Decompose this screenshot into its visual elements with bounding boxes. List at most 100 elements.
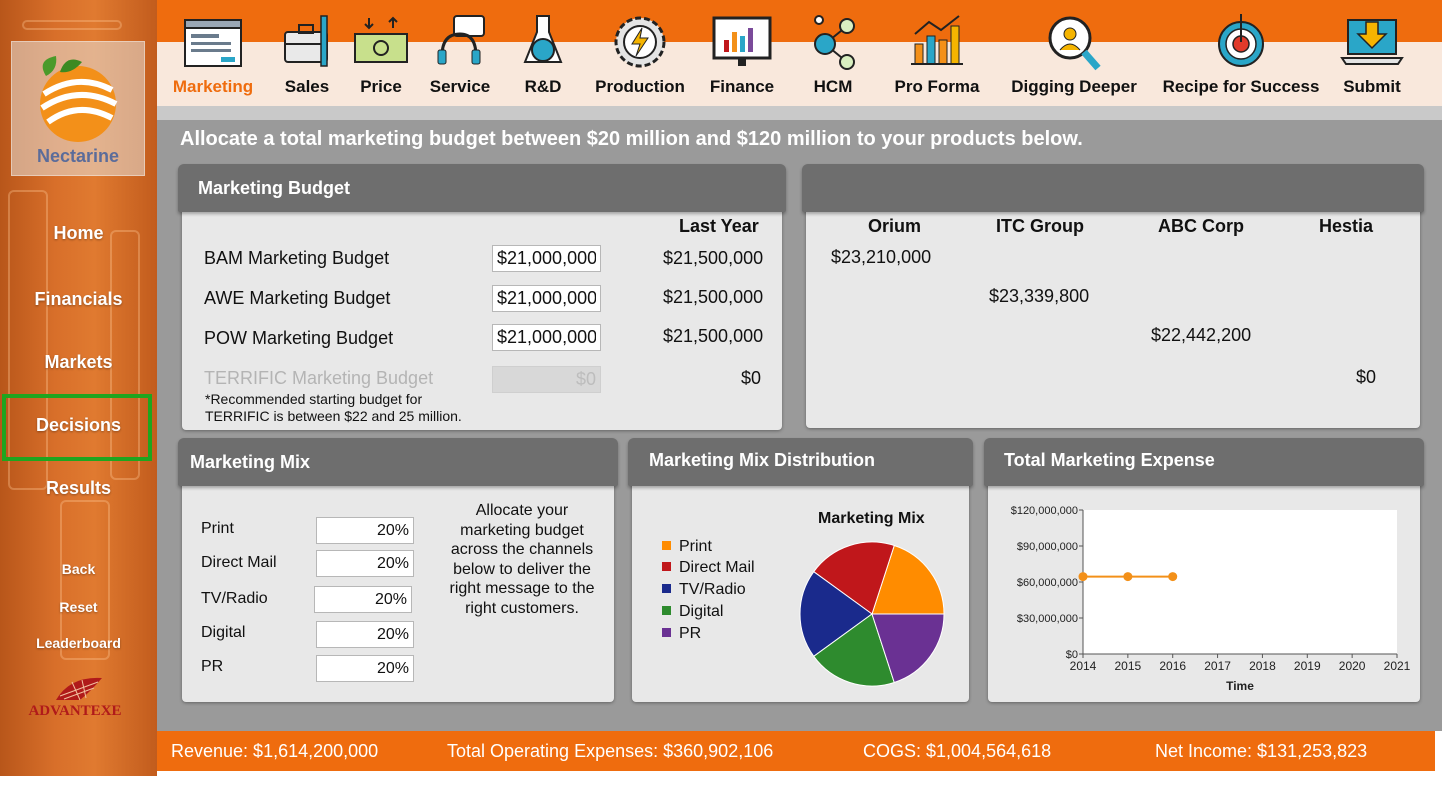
tab-label: Digging Deeper <box>1011 77 1137 96</box>
tab-sales[interactable]: Sales <box>272 0 342 106</box>
magnifier-person-icon <box>1048 16 1101 71</box>
tab-price[interactable]: Price <box>350 0 412 106</box>
mix-input-tv-radio[interactable] <box>314 586 412 613</box>
leaderboard-button[interactable]: Leaderboard <box>36 635 121 651</box>
bam-budget-input[interactable] <box>492 245 601 272</box>
tab-rnd[interactable]: R&D <box>512 0 574 106</box>
legend-swatch <box>662 584 671 593</box>
mix-input-pr[interactable] <box>316 655 414 682</box>
tab-label: Sales <box>284 77 330 96</box>
pie-slice-digital <box>813 613 895 687</box>
legend-label: PR <box>679 625 702 642</box>
x-axis-label: Time <box>1226 679 1254 693</box>
pie-chart-title: Marketing Mix <box>818 510 925 527</box>
revenue-summary: Revenue: $1,614,200,000 <box>171 741 379 761</box>
competitor-header-itc: ITC Group <box>996 216 1084 236</box>
mix-instructions: Allocate your marketing budget across th… <box>438 501 606 618</box>
sidebar-item-results[interactable]: Results <box>45 478 112 498</box>
tab-label: Recipe for Success <box>1162 77 1320 96</box>
help-line: marketing budget <box>460 521 584 539</box>
x-tick-label: 2021 <box>1384 659 1411 673</box>
panel-title: Marketing Mix Distribution <box>628 438 973 486</box>
bam-last-year: $21,500,000 <box>663 248 764 268</box>
x-tick-label: 2014 <box>1070 659 1097 673</box>
pie-slice-tv-radio <box>799 570 873 658</box>
circuit-trace <box>60 500 110 660</box>
data-point <box>1123 572 1133 582</box>
legend-label: Digital <box>679 603 724 620</box>
mix-input-print[interactable] <box>316 517 414 544</box>
mix-input-digital[interactable] <box>316 621 414 648</box>
x-tick-label: 2018 <box>1249 659 1276 673</box>
legend-item-tv-radio: TV/Radio <box>662 581 746 599</box>
legend-swatch <box>662 606 671 615</box>
tab-label: Service <box>429 77 491 96</box>
tab-production[interactable]: Production <box>590 0 690 106</box>
legend-swatch <box>662 541 671 550</box>
panel-title: Marketing Mix <box>178 438 618 486</box>
briefcase-icon <box>284 15 328 67</box>
y-tick-label: $60,000,000 <box>1017 577 1078 589</box>
pie-slice-pr <box>871 613 945 684</box>
window-footer <box>0 776 1442 786</box>
legend-item-pr: PR <box>662 625 701 643</box>
panel-title <box>802 164 1424 212</box>
panel-title: Marketing Budget <box>178 164 786 212</box>
globe-grid-icon <box>56 677 102 701</box>
back-button[interactable]: Back <box>61 561 96 577</box>
marketing-mix-pie-chart <box>799 541 945 687</box>
competitor-budget-panel <box>802 164 1424 428</box>
tab-marketing[interactable]: Marketing <box>164 0 262 106</box>
terrific-last-year: $0 <box>741 368 762 388</box>
tab-label: Production <box>595 77 685 96</box>
legend-item-digital: Digital <box>662 603 723 621</box>
laptop-download-icon <box>1340 19 1404 65</box>
circuit-trace <box>8 190 48 490</box>
sidebar-item-decisions[interactable]: Decisions <box>35 415 122 435</box>
competitor-value-itc: $23,339,800 <box>989 286 1090 306</box>
competitor-header-orium: Orium <box>868 216 922 236</box>
tab-finance[interactable]: Finance <box>704 0 780 106</box>
sidebar-item-markets[interactable]: Markets <box>44 352 113 372</box>
reset-button[interactable]: Reset <box>59 599 98 615</box>
marketing-budget-panel: Marketing Budget <box>178 164 786 430</box>
tab-hcm[interactable]: HCM <box>800 0 866 106</box>
tab-pro-forma[interactable]: Pro Forma <box>888 0 986 106</box>
awe-budget-input[interactable] <box>492 285 601 312</box>
browser-window-icon <box>184 19 242 67</box>
tab-label: R&D <box>524 77 562 96</box>
tab-recipe-for-success[interactable]: Recipe for Success <box>1156 0 1326 106</box>
tab-service[interactable]: Service <box>424 0 496 106</box>
pow-budget-label: POW Marketing Budget <box>204 328 394 348</box>
pie-slice-print <box>871 544 945 615</box>
help-line: right message to the <box>449 580 595 597</box>
competitor-value-orium: $23,210,000 <box>831 247 932 267</box>
gear-lightning-icon <box>614 16 666 68</box>
data-point <box>1168 572 1178 582</box>
x-tick-label: 2019 <box>1294 659 1321 673</box>
sidebar-item-financials[interactable]: Financials <box>34 289 123 309</box>
mix-input-direct-mail[interactable] <box>316 550 414 577</box>
data-point <box>1078 572 1088 582</box>
y-tick-label: $30,000,000 <box>1017 613 1078 625</box>
competitor-value-abc: $22,442,200 <box>1151 325 1252 345</box>
tab-digging-deeper[interactable]: Digging Deeper <box>1006 0 1142 106</box>
tab-submit[interactable]: Submit <box>1334 0 1410 106</box>
y-tick-label: $0 <box>1066 649 1078 661</box>
y-tick-label: $120,000,000 <box>1011 505 1078 517</box>
target-icon <box>1218 14 1264 67</box>
active-highlight <box>2 394 152 461</box>
sidebar: Nectarine Home Financials Markets Decisi… <box>0 0 157 776</box>
x-tick-label: 2020 <box>1339 659 1366 673</box>
cogs-summary: COGS: $1,004,564,618 <box>863 741 1052 761</box>
brand-name: ADVANTEXE <box>28 703 122 719</box>
tab-label: HCM <box>813 77 853 96</box>
mix-label-digital: Digital <box>201 624 246 641</box>
help-line: right customers. <box>465 599 579 617</box>
sidebar-item-home[interactable]: Home <box>53 223 104 243</box>
financial-summary-bar: Revenue: $1,614,200,000 Total Operating … <box>157 731 1435 771</box>
legend-label: Direct Mail <box>679 559 755 576</box>
pow-budget-input[interactable] <box>492 324 601 351</box>
network-nodes-icon <box>814 15 855 70</box>
legend-label: TV/Radio <box>679 581 746 598</box>
